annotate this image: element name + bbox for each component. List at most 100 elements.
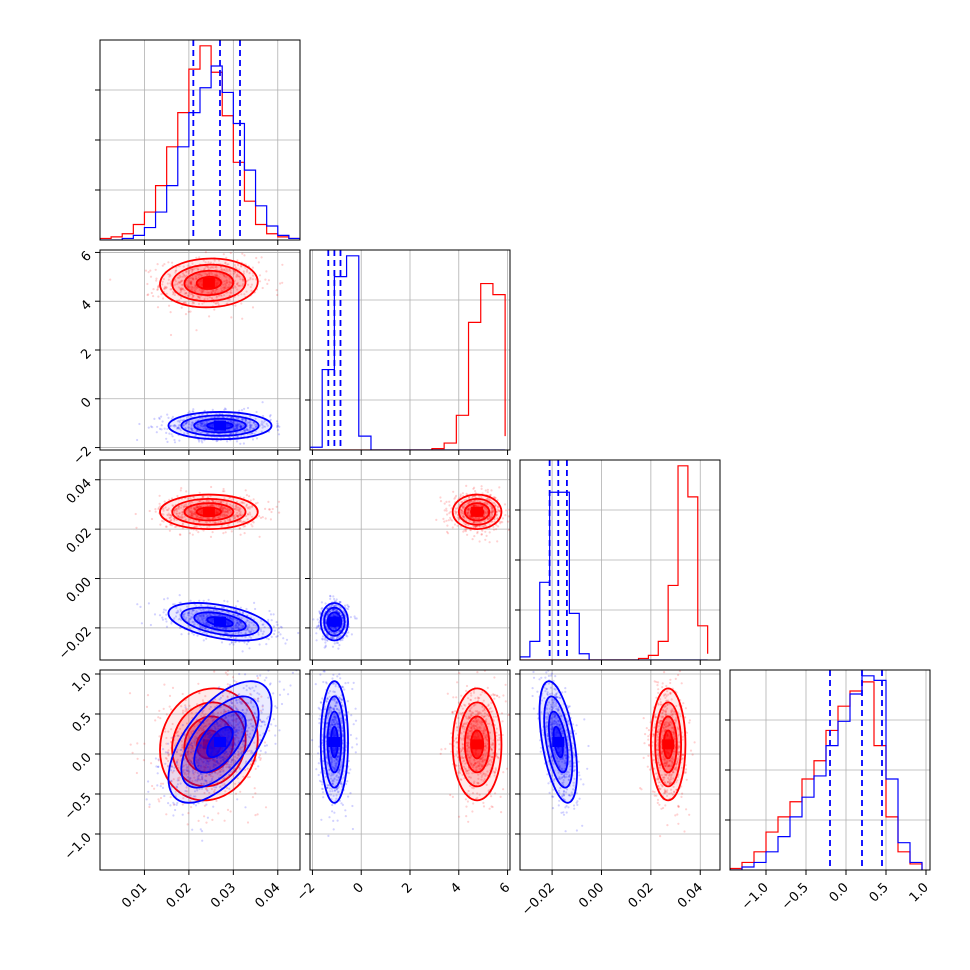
scatter-point	[204, 627, 207, 630]
scatter-point	[208, 609, 211, 612]
scatter-point	[324, 620, 327, 624]
scatter-point	[233, 517, 236, 520]
scatter-point	[242, 424, 245, 427]
scatter-point	[195, 429, 198, 432]
scatter-point	[168, 705, 171, 708]
scatter-point	[201, 626, 205, 629]
scatter-point	[326, 612, 329, 616]
scatter-point	[506, 520, 510, 523]
scatter-point	[170, 524, 173, 527]
scatter-point	[248, 427, 251, 430]
scatter-point	[169, 288, 172, 291]
scatter-point	[209, 495, 212, 498]
scatter-point	[163, 286, 166, 290]
scatter-point	[165, 813, 168, 816]
scatter-point	[485, 508, 488, 511]
scatter-point	[203, 422, 206, 425]
scatter-point	[179, 617, 182, 620]
scatter-point	[189, 510, 192, 513]
histogram-red-p1	[100, 45, 300, 240]
scatter-point	[210, 266, 213, 269]
scatter-point	[218, 614, 221, 617]
scatter-point	[473, 525, 477, 528]
scatter-point	[206, 291, 209, 294]
scatter-point	[328, 610, 332, 613]
scatter-point	[218, 516, 221, 519]
scatter-point	[187, 632, 190, 636]
scatter-point	[181, 275, 184, 278]
scatter-point	[197, 616, 200, 619]
scatter-point	[339, 634, 343, 637]
scatter-point	[244, 429, 247, 432]
scatter-point	[245, 270, 249, 273]
scatter-point	[253, 432, 256, 435]
scatter-point	[200, 422, 203, 425]
scatter-point	[447, 519, 450, 522]
scatter-point	[243, 293, 246, 296]
scatter-point	[462, 505, 465, 508]
scatter-point	[268, 508, 271, 511]
scatter-point	[465, 528, 468, 531]
scatter-point	[230, 640, 233, 644]
scatter-point	[181, 522, 185, 525]
scatter-point	[242, 442, 245, 445]
scatter-point	[186, 285, 189, 288]
scatter-point	[143, 742, 146, 745]
scatter-point	[465, 484, 468, 487]
scatter-point	[222, 416, 225, 419]
scatter-point	[319, 612, 322, 615]
scatter-point	[493, 502, 496, 505]
scatter-point	[241, 502, 244, 505]
scatter-point	[172, 603, 175, 606]
scatter-point	[435, 518, 438, 522]
scatter-point	[240, 302, 243, 305]
scatter-point	[486, 517, 490, 521]
scatter-point	[328, 610, 331, 613]
scatter-point	[140, 622, 143, 625]
scatter-point	[185, 270, 188, 274]
scatter-point	[191, 268, 194, 271]
scatter-point	[461, 515, 464, 518]
scatter-point	[250, 425, 253, 428]
scatter-point	[242, 270, 245, 273]
scatter-point	[224, 531, 227, 534]
scatter-point	[211, 504, 214, 507]
scatter-point	[249, 421, 252, 424]
scatter-point	[472, 505, 475, 508]
scatter-point	[194, 513, 197, 517]
scatter-point	[496, 511, 499, 514]
scatter-point	[168, 498, 171, 501]
scatter-point	[236, 514, 239, 517]
scatter-point	[246, 429, 249, 432]
scatter-point	[217, 504, 221, 507]
scatter-point	[492, 528, 496, 531]
scatter-point	[164, 525, 168, 528]
scatter-point	[250, 432, 253, 435]
scatter-point	[186, 823, 189, 826]
scatter-point	[467, 508, 470, 511]
scatter-point	[192, 513, 196, 516]
scatter-point	[236, 424, 239, 427]
scatter-point	[157, 295, 160, 298]
scatter-point	[472, 499, 475, 502]
scatter-point	[247, 513, 250, 516]
scatter-point	[484, 511, 487, 514]
scatter-point	[232, 514, 235, 517]
scatter-point	[177, 611, 180, 614]
scatter-point	[442, 517, 445, 521]
scatter-point	[243, 429, 246, 432]
scatter-point	[201, 516, 205, 519]
scatter-point	[316, 625, 319, 628]
scatter-point	[200, 621, 203, 624]
scatter-point	[219, 501, 222, 504]
scatter-point	[235, 275, 238, 278]
scatter-point	[451, 519, 454, 522]
density-peak-red	[202, 277, 215, 288]
scatter-point	[191, 277, 195, 280]
scatter-point	[470, 500, 473, 503]
scatter-point	[221, 509, 224, 512]
scatter-point	[179, 489, 182, 492]
scatter-point	[174, 280, 177, 283]
scatter-point	[266, 424, 269, 427]
scatter-point	[193, 286, 196, 289]
